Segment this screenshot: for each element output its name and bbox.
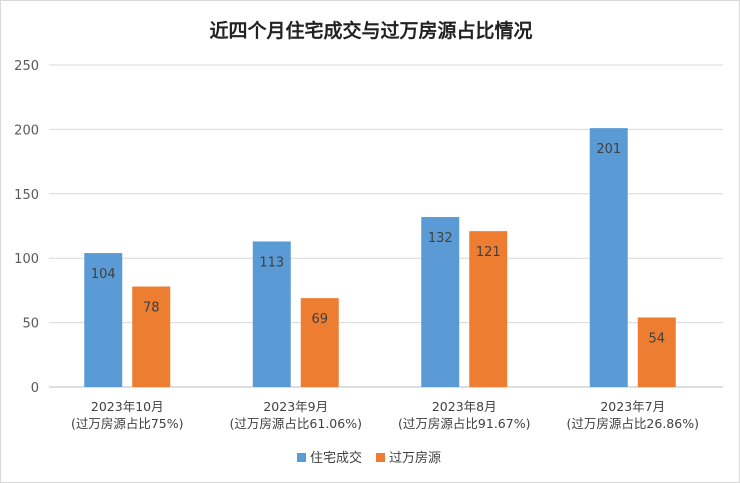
y-axis: 0 50 100 150 200 250: [14, 59, 39, 396]
x-tick-label: (过万房源占比75%): [71, 416, 184, 431]
data-label: 54: [648, 331, 665, 346]
bars: [84, 128, 676, 387]
data-label: 121: [476, 245, 501, 260]
y-tick-label: 250: [14, 59, 39, 74]
legend: 住宅成交 过万房源: [297, 450, 441, 466]
bar-over-10k-0: [132, 286, 171, 387]
x-tick-label: 2023年10月: [91, 399, 164, 414]
legend-swatch: [376, 453, 385, 462]
x-axis: 2023年10月 (过万房源占比75%) 2023年9月 (过万房源占比61.06%)…: [71, 399, 699, 431]
chart-title: 近四个月住宅成交与过万房源占比情况: [209, 19, 532, 42]
x-tick-label: 2023年9月: [263, 399, 328, 414]
bar-over-10k-1: [300, 298, 339, 387]
y-tick-label: 150: [14, 188, 39, 203]
y-tick-label: 200: [14, 123, 39, 138]
bar-residential-1: [252, 241, 291, 387]
bar-residential-3: [589, 128, 628, 387]
x-tick-label: 2023年8月: [432, 399, 497, 414]
bar-over-10k-3: [637, 317, 676, 387]
x-tick-label: (过万房源占比26.86%): [567, 416, 699, 431]
x-tick-label: (过万房源占比91.67%): [398, 416, 530, 431]
bar-residential-0: [84, 253, 123, 387]
legend-label: 住宅成交: [310, 450, 362, 466]
y-tick-label: 100: [14, 252, 39, 267]
y-tick-label: 50: [22, 317, 39, 332]
legend-swatch: [297, 453, 306, 462]
data-label: 201: [596, 142, 621, 157]
bar-over-10k-2: [469, 231, 508, 387]
data-label: 132: [428, 231, 453, 246]
y-tick-label: 0: [31, 381, 39, 396]
x-tick-label: 2023年7月: [600, 399, 665, 414]
data-label: 69: [311, 312, 328, 327]
x-tick-label: (过万房源占比61.06%): [230, 416, 362, 431]
legend-label: 过万房源: [389, 450, 441, 466]
data-label: 113: [259, 255, 284, 270]
data-label: 104: [91, 267, 116, 282]
data-label: 78: [143, 301, 160, 316]
bar-residential-2: [421, 216, 460, 387]
data-labels: 104 78 113 69 132 121 201 54: [91, 142, 665, 346]
